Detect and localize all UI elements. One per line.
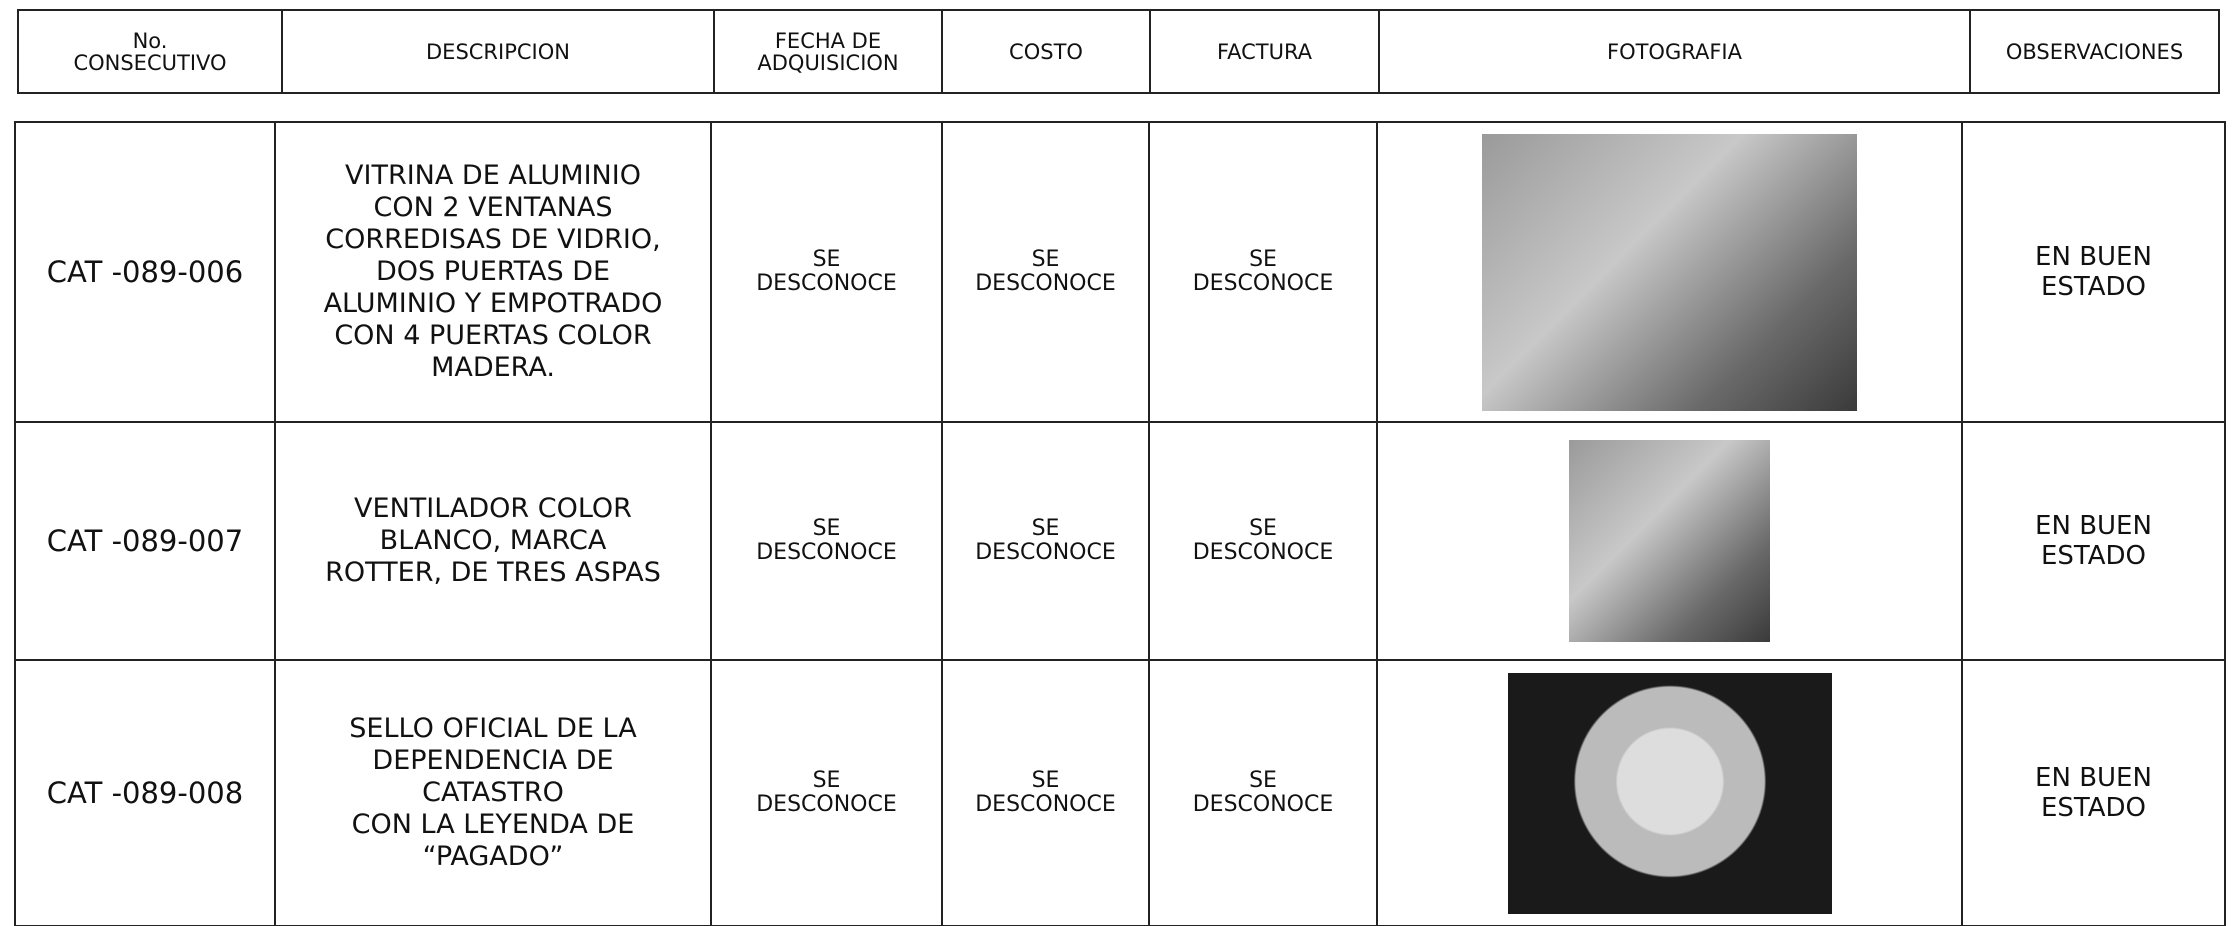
observations-cell: EN BUEN ESTADO [1961, 121, 2226, 423]
header-cell: FECHA DE ADQUISICION [713, 9, 943, 94]
header-cell: OBSERVACIONES [1969, 9, 2220, 94]
observations-cell: EN BUEN ESTADO [1961, 421, 2226, 661]
photo [1569, 440, 1770, 642]
photo [1507, 672, 1832, 914]
description-cell: SELLO OFICIAL DE LA DEPENDENCIA DE CATAS… [274, 659, 712, 926]
cost-cell: SE DESCONOCE [941, 121, 1150, 423]
description-cell: VENTILADOR COLOR BLANCO, MARCA ROTTER, D… [274, 421, 712, 661]
header-cell: DESCRIPCION [281, 9, 715, 94]
header-cell: COSTO [941, 9, 1151, 94]
row: CAT -089-008 SELLO OFICIAL DE LA DEPENDEN… [14, 659, 2226, 926]
header-cell: FACTURA [1149, 9, 1380, 94]
header-cell: FOTOGRAFIA [1378, 9, 1971, 94]
inventory-table: CAT -089-006 VITRINA DE ALUMINIO CON 2 VE… [14, 121, 2226, 926]
header-row: No. CONSECUTIVO DESCRIPCION FECHA DE ADQ… [17, 9, 2220, 94]
header-table: No. CONSECUTIVO DESCRIPCION FECHA DE ADQ… [17, 9, 2220, 94]
row: CAT -089-007 VENTILADOR COLOR BLANCO, MAR… [14, 421, 2226, 661]
photo-cell [1376, 121, 1963, 423]
description-cell: VITRINA DE ALUMINIO CON 2 VENTANAS CORRE… [274, 121, 712, 423]
cost-cell: SE DESCONOCE [941, 659, 1150, 926]
header-cell: No. CONSECUTIVO [17, 9, 283, 94]
date-cell: SE DESCONOCE [710, 421, 943, 661]
photo [1482, 133, 1857, 411]
photo-cell [1376, 659, 1963, 926]
rows: CAT -089-006 VITRINA DE ALUMINIO CON 2 VE… [14, 121, 2226, 926]
row: CAT -089-006 VITRINA DE ALUMINIO CON 2 VE… [14, 121, 2226, 423]
cost-cell: SE DESCONOCE [941, 421, 1150, 661]
date-cell: SE DESCONOCE [710, 121, 943, 423]
date-cell: SE DESCONOCE [710, 659, 943, 926]
invoice-cell: SE DESCONOCE [1148, 659, 1378, 926]
consecutive-cell: CAT -089-007 [14, 421, 276, 661]
observations-cell: EN BUEN ESTADO [1961, 659, 2226, 926]
photo-cell [1376, 421, 1963, 661]
consecutive-cell: CAT -089-008 [14, 659, 276, 926]
consecutive-cell: CAT -089-006 [14, 121, 276, 423]
invoice-cell: SE DESCONOCE [1148, 421, 1378, 661]
invoice-cell: SE DESCONOCE [1148, 121, 1378, 423]
